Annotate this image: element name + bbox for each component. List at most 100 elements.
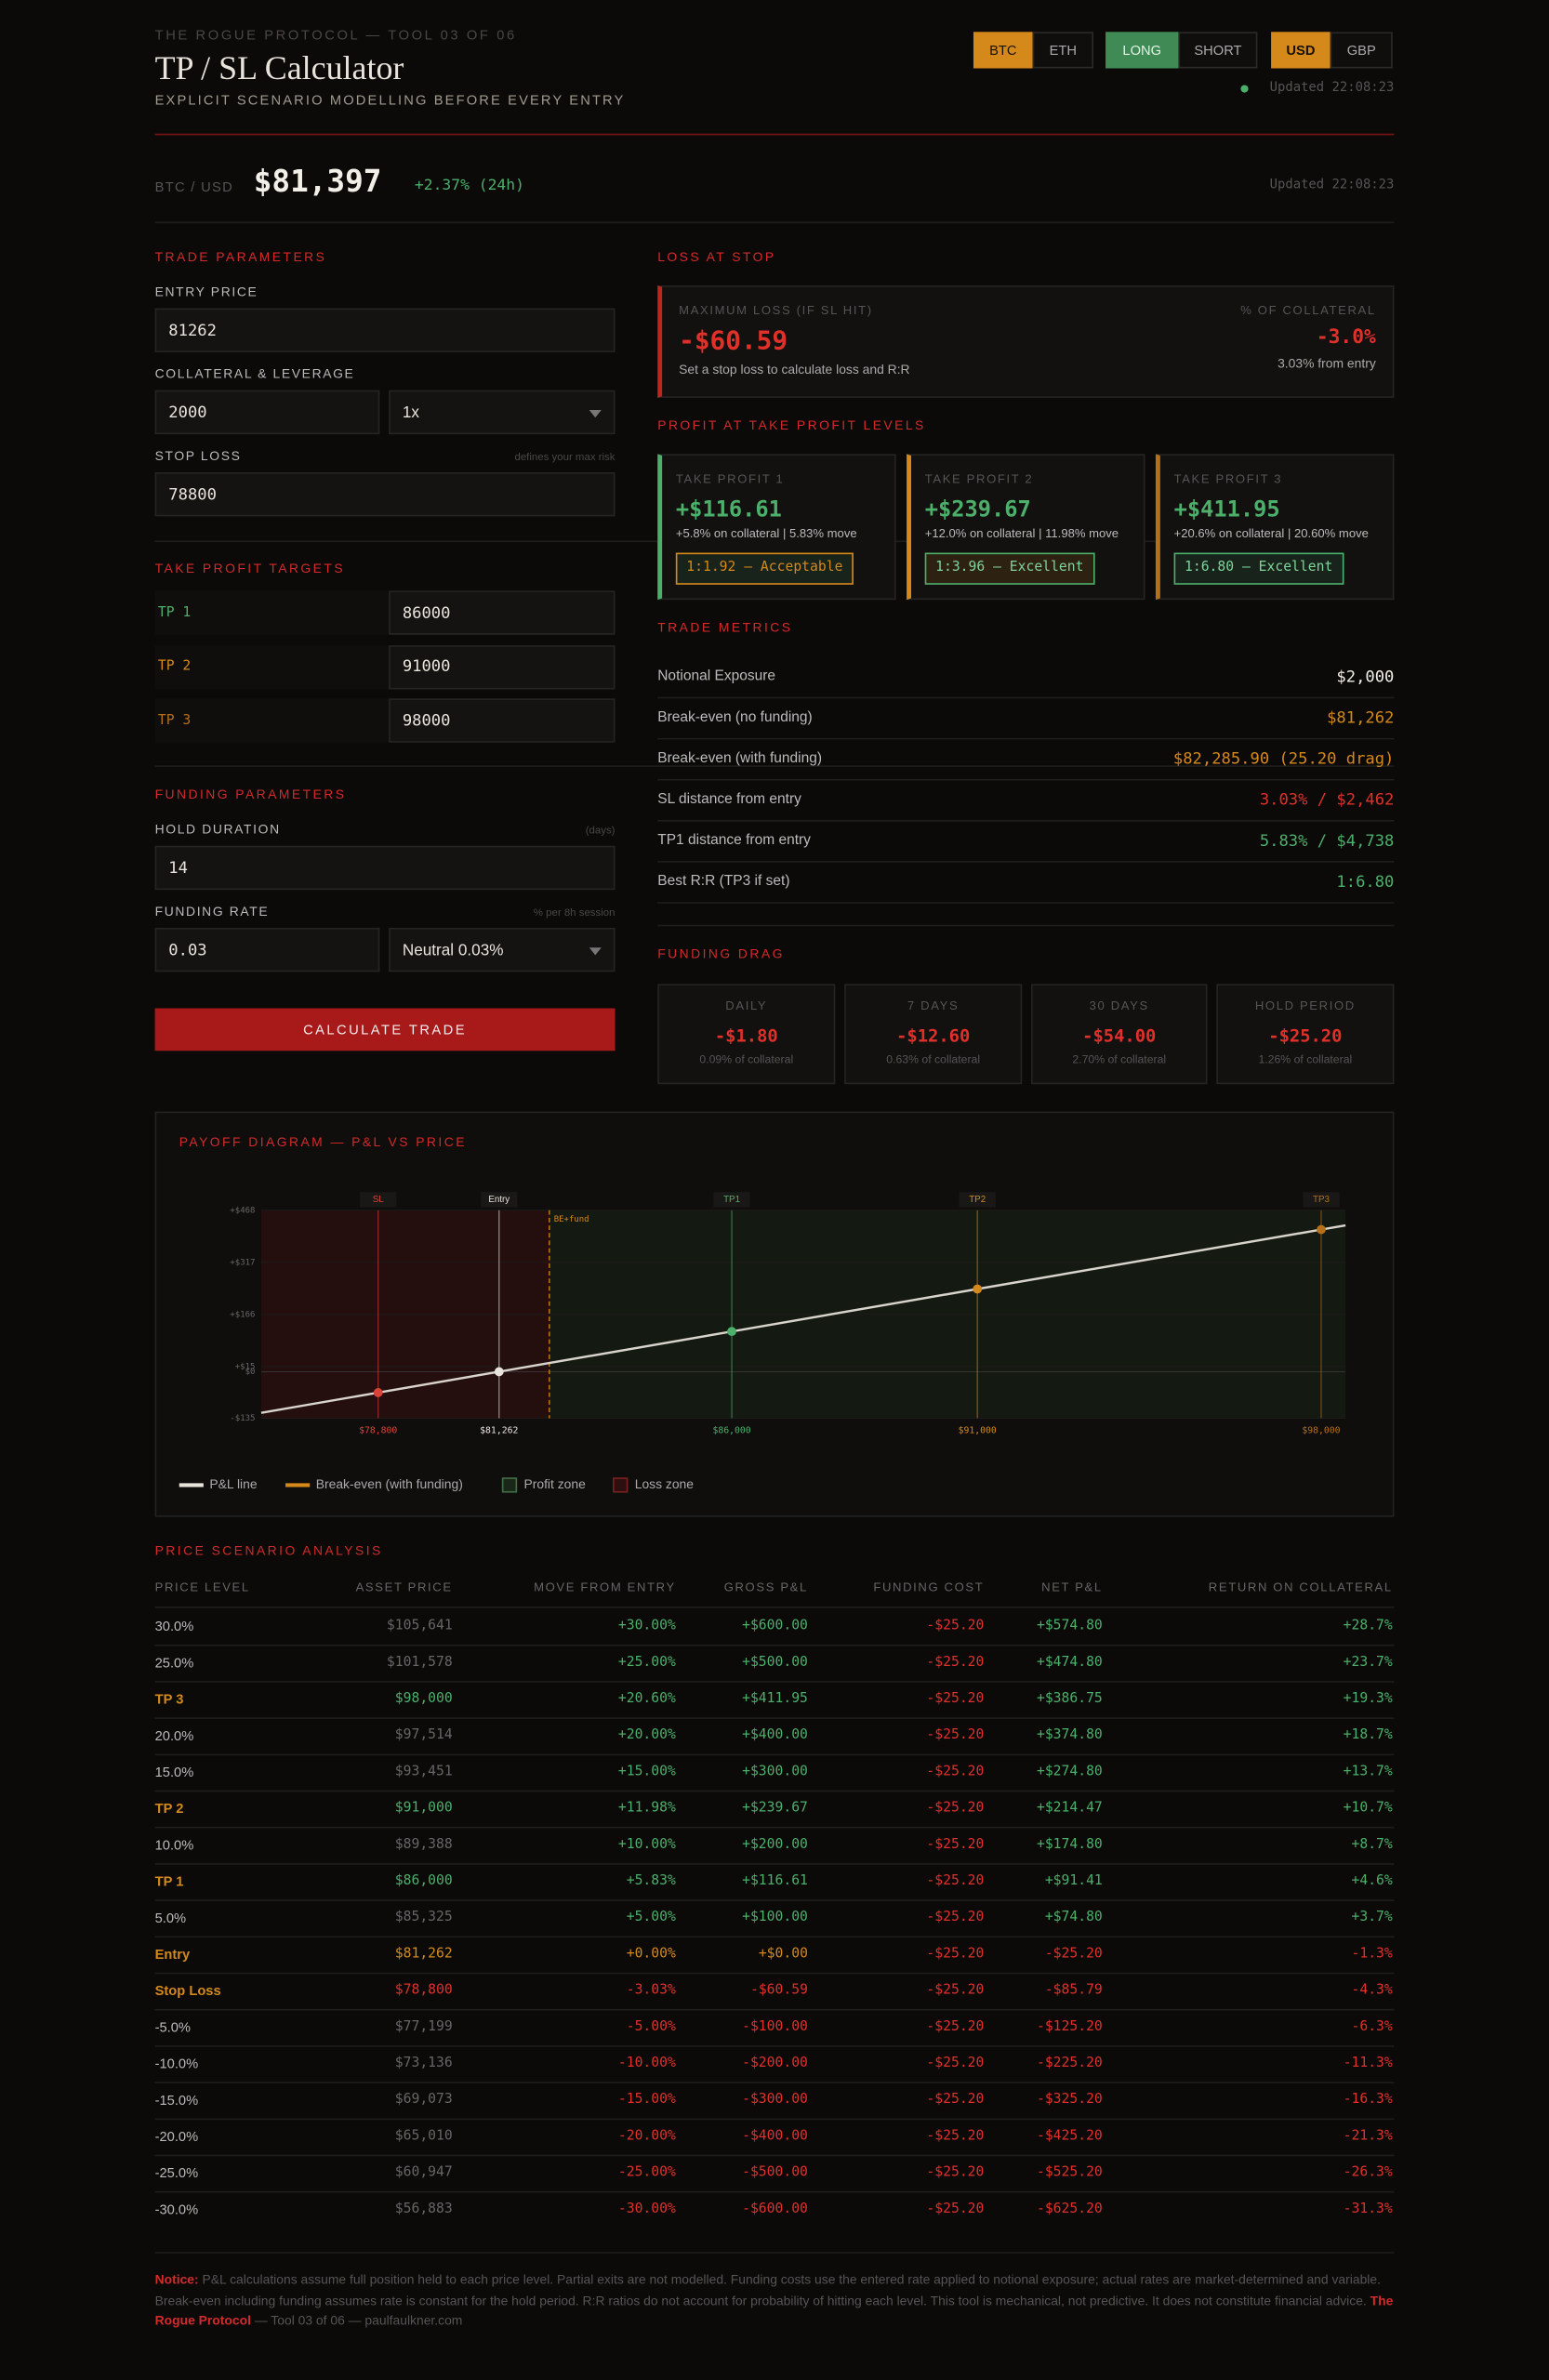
field-label: FUNDING RATE: [154, 903, 270, 919]
table-cell: +20.00%: [617, 1727, 676, 1743]
collateral-input[interactable]: [154, 390, 380, 435]
leverage-select[interactable]: [389, 390, 616, 435]
section-heading: TAKE PROFIT TARGETS: [154, 560, 346, 576]
toggle-label[interactable]: GBP: [1346, 42, 1376, 58]
footer-suffix: — Tool 03 of 06 — paulfaulkner.com: [250, 2312, 463, 2328]
x-tick-label: $78,800: [359, 1426, 397, 1436]
ticker-updated: Updated 22:08:23: [1269, 178, 1395, 193]
card-label: TAKE PROFIT 1: [675, 472, 785, 487]
toggle-button[interactable]: [1105, 32, 1179, 69]
table-cell: +28.7%: [1343, 1618, 1393, 1633]
toggle-button[interactable]: [1330, 32, 1393, 69]
table-cell: +10.7%: [1343, 1800, 1393, 1816]
kicker: THE ROGUE PROTOCOL — TOOL 03 OF 06: [154, 26, 517, 43]
table-cell: -$425.20: [1036, 2128, 1103, 2144]
field-hint: defines your max risk: [514, 452, 616, 464]
table-cell: -$25.20: [926, 1873, 985, 1889]
dropdown-arrow: [589, 409, 602, 418]
toggle-button[interactable]: [1032, 32, 1093, 69]
level-tag: [713, 1192, 750, 1208]
entry-input[interactable]: [154, 308, 616, 352]
level-tag: [481, 1192, 518, 1208]
table-cell: +$200.00: [742, 1836, 808, 1853]
breakeven-label: BE+fund: [554, 1215, 589, 1224]
table-cell: +30.00%: [617, 1618, 676, 1633]
hold-input[interactable]: [154, 845, 616, 891]
rate-input[interactable]: [154, 927, 380, 972]
table-cell: $91,000: [394, 1800, 453, 1816]
divider: [154, 2118, 1395, 2121]
toggle-label[interactable]: BTC: [989, 42, 1017, 58]
target-input[interactable]: [389, 698, 616, 743]
table-cell: -$25.20: [926, 2201, 985, 2217]
calculate-button[interactable]: [154, 1008, 616, 1051]
field-hint: % per 8h session: [533, 907, 616, 919]
table-cell: +$100.00: [742, 1910, 808, 1925]
ticker-pair: BTC / USD: [154, 178, 234, 194]
rate-select[interactable]: [389, 927, 616, 972]
table-cell: -11.3%: [1343, 2056, 1393, 2071]
pnl-point: [973, 1284, 983, 1294]
metric-label: Best R:R (TP3 if set): [657, 873, 790, 891]
divider: [154, 1717, 1395, 1719]
toggle-button[interactable]: [1178, 32, 1258, 69]
card-label: 7 DAYS: [907, 999, 960, 1014]
card-note: Set a stop loss to calculate loss and R:…: [679, 361, 910, 377]
pnl-point: [494, 1367, 504, 1377]
profit-value: +$411.95: [1173, 497, 1280, 522]
toggle-label[interactable]: LONG: [1122, 42, 1162, 58]
toggle-label[interactable]: USD: [1286, 42, 1316, 58]
toggle-label[interactable]: SHORT: [1194, 42, 1242, 58]
drag-value: -$54.00: [1082, 1025, 1157, 1047]
leverage-select-value: 1x: [402, 403, 419, 422]
table-cell: +4.6%: [1351, 1873, 1393, 1889]
toggle-button[interactable]: [973, 32, 1033, 69]
entry-input-value: 81262: [168, 321, 217, 340]
card-label: MAXIMUM LOSS (IF SL HIT): [679, 304, 873, 319]
card-note: +12.0% on collateral | 11.98% move: [924, 527, 1119, 542]
stop-input[interactable]: [154, 471, 616, 517]
table-cell: $89,388: [394, 1836, 453, 1853]
field-label: STOP LOSS: [154, 447, 242, 464]
table-cell: -10.0%: [154, 2056, 199, 2071]
toggle-button[interactable]: [1271, 32, 1331, 69]
table-cell: -3.03%: [626, 1982, 676, 1998]
table-cell: -15.00%: [617, 2092, 676, 2108]
rr-badge: 1:3.96 — Excellent: [924, 552, 1094, 585]
dropdown-arrow: [589, 947, 602, 956]
footer-brand: The Rogue Protocol: [154, 2292, 1394, 2328]
table-cell: $101,578: [386, 1654, 453, 1671]
ticker-price: $81,397: [253, 162, 382, 199]
table-cell: -30.00%: [617, 2201, 676, 2217]
rr-badge: 1:6.80 — Excellent: [1173, 552, 1344, 585]
calculate-label[interactable]: CALCULATE TRADE: [303, 1021, 467, 1038]
metric-value: 1:6.80: [1336, 872, 1395, 892]
field-hint: (days): [585, 826, 616, 838]
table-cell: -16.3%: [1343, 2092, 1393, 2108]
column-header: GROSS P&L: [723, 1580, 808, 1595]
table-cell: -31.3%: [1343, 2201, 1393, 2217]
table-cell: -$25.20: [926, 1836, 985, 1853]
section-heading: PROFIT AT TAKE PROFIT LEVELS: [657, 417, 926, 433]
y-tick-label: +$166: [230, 1310, 255, 1319]
divider: [154, 1826, 1395, 1829]
table-cell: +15.00%: [617, 1764, 676, 1779]
toggle-label[interactable]: ETH: [1049, 42, 1078, 58]
metric-label: SL distance from entry: [657, 791, 801, 809]
table-cell: -$100.00: [742, 2018, 808, 2035]
x-tick-label: $81,262: [480, 1426, 518, 1436]
target-input[interactable]: [389, 644, 616, 689]
target-input[interactable]: [389, 590, 616, 635]
legend-swatch: [613, 1477, 629, 1493]
legend-label: Profit zone: [523, 1476, 586, 1491]
table-cell: 30.0%: [154, 1618, 194, 1633]
y-tick-label: +$15: [235, 1362, 256, 1371]
card-note: +5.8% on collateral | 5.83% move: [675, 527, 857, 542]
divider: [154, 2008, 1395, 2011]
table-cell: $105,641: [386, 1618, 453, 1633]
table-cell: $65,010: [394, 2128, 453, 2144]
divider: [154, 1972, 1395, 1975]
target-label: TP 2: [157, 659, 192, 675]
profit-value: +$239.67: [924, 497, 1031, 522]
